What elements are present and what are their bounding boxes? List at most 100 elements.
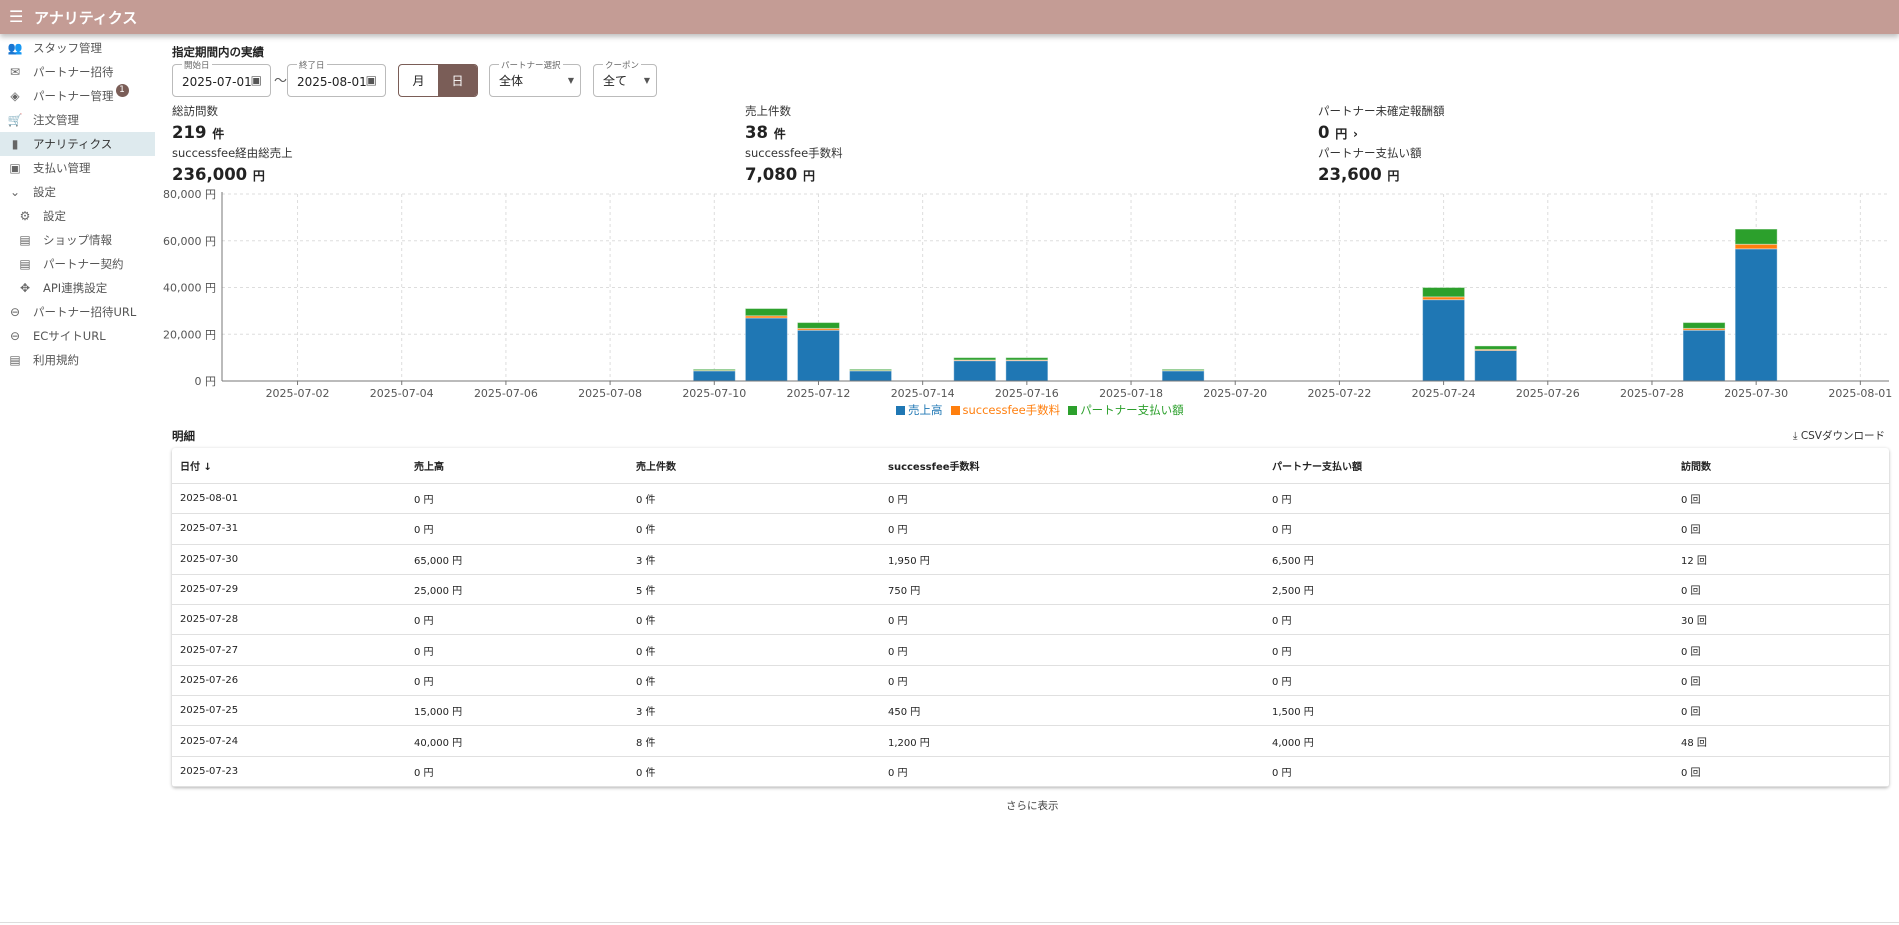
- stat-visits: 総訪問数 219 件 successfee経由総売上 236,000 円: [172, 103, 293, 187]
- legend-item[interactable]: 売上高: [896, 402, 943, 418]
- table-row: 2025-07-27 0 円 0 件 0 円 0 円 0 回: [172, 635, 1889, 666]
- sidebar-item[interactable]: 🛒 注文管理: [0, 108, 155, 132]
- bar-segment: [1005, 357, 1049, 361]
- divider: [0, 922, 1899, 923]
- sidebar-item[interactable]: ⌄ 設定: [0, 180, 155, 204]
- month-button[interactable]: 月: [412, 74, 425, 88]
- sidebar-item[interactable]: ⊖ パートナー招待URL: [0, 300, 155, 324]
- period-toggle: 月 日: [398, 64, 478, 97]
- chevron-down-icon: ⌄: [9, 185, 21, 199]
- calendar-icon[interactable]: ▣: [250, 73, 262, 87]
- bar-segment: [1474, 345, 1518, 350]
- start-date-field[interactable]: 開始日 2025-07-01 ▣: [172, 59, 271, 97]
- sidebar-item[interactable]: ▤ 利用規約: [0, 348, 155, 372]
- table-cell: 2025-08-01: [180, 493, 239, 505]
- bar-segment: [692, 370, 736, 382]
- bar-segment: [796, 329, 840, 382]
- bar-chart-icon: ▮: [11, 137, 19, 151]
- show-more-button[interactable]: さらに表示: [1006, 800, 1059, 812]
- sidebar-item[interactable]: ▮ アナリティクス: [0, 132, 155, 156]
- y-tick-label: 20,000 円: [163, 328, 216, 341]
- bar-segment: [1422, 287, 1466, 298]
- sidebar-item[interactable]: ⚙ 設定: [0, 204, 155, 228]
- table-cell: 0 件: [636, 646, 656, 658]
- table-cell: 4,000 円: [1272, 737, 1314, 749]
- payments-icon: ▣: [9, 161, 21, 175]
- link-icon: ⊖: [9, 305, 21, 319]
- table-cell: 0 円: [1272, 616, 1292, 628]
- table-cell: 0 円: [888, 525, 908, 537]
- legend-item[interactable]: パートナー支払い額: [1068, 402, 1184, 418]
- table-cell: 0 円: [414, 646, 434, 658]
- bar-segment: [1161, 370, 1205, 382]
- bar-segment: [744, 308, 788, 317]
- column-header: パートナー支払い額: [1272, 462, 1362, 473]
- bar-segment: [1474, 349, 1518, 382]
- table-header-row: 日付 ↓ 売上高 売上件数 successfee手数料 パートナー支払い額 訪問数: [172, 448, 1889, 484]
- table-cell: 3 件: [636, 707, 656, 719]
- dropdown-arrow-icon: ▼: [643, 76, 650, 85]
- table-row: 2025-07-28 0 円 0 件 0 円 0 円 30 回: [172, 605, 1889, 636]
- sidebar-item-label: パートナー管理: [33, 89, 114, 103]
- legend-item[interactable]: successfee手数料: [950, 402, 1060, 418]
- table-cell: 3 件: [636, 555, 656, 567]
- stacked-bar-chart: 0 円 20,000 円 40,000 円 60,000 円 80,000 円 2025-…: [163, 188, 1892, 400]
- x-tick-label: 2025-07-18: [1099, 387, 1163, 400]
- y-tick-label: 60,000 円: [163, 235, 216, 248]
- sidebar-item-label: 注文管理: [33, 113, 79, 127]
- table-cell: 1,500 円: [1272, 707, 1314, 719]
- sidebar-item-label: パートナー契約: [43, 257, 124, 271]
- csv-download-button[interactable]: ⤓ CSVダウンロード: [1792, 430, 1885, 442]
- coupon-select[interactable]: クーポン 全て ▼: [593, 59, 657, 97]
- sidebar-item[interactable]: ✉ パートナー招待: [0, 60, 155, 84]
- bar-segment: [1734, 228, 1778, 245]
- calendar-icon[interactable]: ▣: [365, 73, 377, 87]
- sidebar-item[interactable]: ▤ パートナー契約: [0, 252, 155, 276]
- x-tick-label: 2025-07-22: [1307, 387, 1371, 400]
- table-cell: 2025-07-30: [180, 553, 239, 565]
- bar-segment: [1734, 243, 1778, 250]
- table-row: 2025-07-30 65,000 円 3 件 1,950 円 6,500 円 12 回: [172, 545, 1889, 575]
- table-cell: 2025-07-28: [180, 614, 239, 626]
- sidebar-item-label: パートナー招待: [33, 65, 114, 79]
- table-cell: 0 回: [1681, 707, 1701, 719]
- sidebar-item[interactable]: ⊖ ECサイトURL: [0, 324, 155, 348]
- stat-partner: パートナー未確定報酬額 0 円 › パートナー支払い額 23,600 円: [1318, 103, 1445, 187]
- stat-value: 219 件: [172, 123, 225, 142]
- notification-badge: 1: [115, 83, 129, 97]
- stat-value: 236,000 円: [172, 165, 265, 184]
- table-cell: 0 円: [1272, 676, 1292, 688]
- range-separator: 〜: [274, 74, 288, 89]
- sidebar-item[interactable]: ✥ API連携設定: [0, 276, 155, 300]
- x-tick-label: 2025-07-14: [891, 387, 955, 400]
- dropdown-arrow-icon: ▼: [567, 76, 574, 85]
- table-cell: 48 回: [1681, 737, 1707, 749]
- table-cell: 0 回: [1681, 495, 1701, 507]
- table-cell: 2,500 円: [1272, 586, 1314, 598]
- unconfirmed-reward-link[interactable]: 0 円 ›: [1318, 123, 1358, 142]
- bar-segment: [849, 368, 893, 371]
- day-button[interactable]: 日: [438, 65, 477, 96]
- detail-title: 明細: [172, 429, 195, 443]
- end-date-field[interactable]: 終了日 2025-08-01 ▣: [287, 59, 386, 97]
- table-cell: 0 件: [636, 495, 656, 507]
- partner-select[interactable]: パートナー選択 全体 ▼: [489, 59, 581, 97]
- chevron-right-icon[interactable]: ›: [1353, 127, 1358, 141]
- table-cell: 2025-07-31: [180, 523, 239, 535]
- cart-icon: 🛒: [7, 113, 23, 127]
- sidebar-item[interactable]: 👥 スタッフ管理: [0, 36, 155, 60]
- table-cell: 1,950 円: [888, 555, 930, 567]
- sidebar-item[interactable]: ◈ パートナー管理 1: [0, 83, 155, 108]
- store-icon: ▤: [19, 233, 31, 247]
- table-cell: 0 円: [414, 495, 434, 507]
- sidebar-item[interactable]: ▣ 支払い管理: [0, 156, 155, 180]
- stat-sales-count: 売上件数 38 件 successfee手数料 7,080 円: [745, 103, 843, 187]
- column-header[interactable]: 日付 ↓: [180, 462, 212, 473]
- partner-select-value: 全体: [499, 74, 524, 88]
- table-cell: 0 円: [888, 616, 908, 628]
- bar-segment: [849, 370, 893, 382]
- bar-segment: [1682, 322, 1726, 329]
- menu-icon[interactable]: ☰: [9, 7, 24, 26]
- sidebar-item[interactable]: ▤ ショップ情報: [0, 228, 155, 252]
- x-tick-label: 2025-07-24: [1412, 387, 1476, 400]
